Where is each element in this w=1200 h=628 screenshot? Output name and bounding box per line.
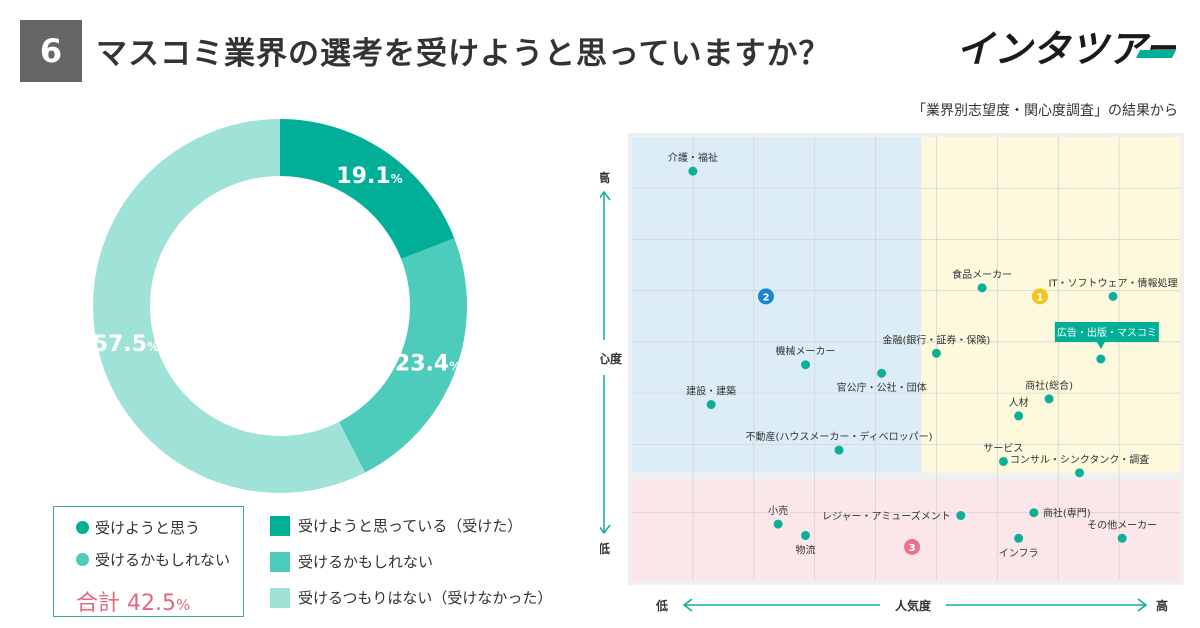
point-label: 機械メーカー xyxy=(776,345,836,358)
x-axis-low-label: 低 xyxy=(655,598,668,613)
region-badge-number: 2 xyxy=(762,292,769,303)
legend-item-will-not-apply: 受けるつもりはない（受けなかった） xyxy=(270,587,552,608)
point-label: 金融(銀行・証券・保険) xyxy=(883,333,991,346)
scatter-point xyxy=(1096,354,1106,364)
legend-item-may-apply: 受けるかもしれない xyxy=(270,551,433,572)
scatter-point xyxy=(931,348,941,358)
logo-accent-bar xyxy=(1136,50,1176,58)
source-note: 「業界別志望度・関心度調査」の結果から xyxy=(912,103,1178,119)
region-yellow xyxy=(921,137,1180,473)
point-label: サービス xyxy=(983,442,1023,454)
donut-slice xyxy=(93,119,365,493)
x-axis-high-label: 高 xyxy=(1156,598,1168,613)
scatter-point xyxy=(801,360,811,370)
donut-data-label: 57.5% xyxy=(93,332,159,357)
point-label: 介護・福祉 xyxy=(668,151,718,164)
legend-label: 受けるつもりはない（受けなかった） xyxy=(298,589,553,607)
scatter-point xyxy=(1117,533,1127,543)
x-axis-arrowhead-right xyxy=(1137,598,1148,612)
legend-swatch xyxy=(270,551,290,572)
region-badge-1 xyxy=(1031,288,1048,305)
y-axis-title: 関心度 xyxy=(600,351,623,366)
region-pink xyxy=(632,481,1180,581)
summary-box: 受けようと思う 受けるかもしれない 合計 42.5% xyxy=(53,506,244,617)
y-axis-arrowhead-down xyxy=(600,524,611,535)
region-badge-3 xyxy=(904,538,921,555)
region-badge-2 xyxy=(757,288,774,305)
point-label: 物流 xyxy=(796,543,816,556)
point-label: 官公庁・公社・団体 xyxy=(837,381,927,394)
point-label: 商社(専門) xyxy=(1043,507,1091,520)
y-axis-high-label: 高 xyxy=(600,170,610,185)
point-label: 人材 xyxy=(1009,396,1029,409)
legend-swatch xyxy=(270,515,290,536)
scatter-point xyxy=(998,456,1008,466)
point-label: 建設・建築 xyxy=(686,385,736,398)
point-label: 食品メーカー xyxy=(952,268,1012,281)
summary-total-unit: % xyxy=(176,596,191,614)
scatter-point xyxy=(1044,394,1054,404)
summary-item-may-apply: 受けるかもしれない xyxy=(76,549,230,570)
point-label: 不動産(ハウスメーカー・ディベロッパー) xyxy=(745,430,932,443)
donut-slice xyxy=(280,119,455,259)
legend-item-will-apply: 受けようと思っている（受けた） xyxy=(270,515,522,536)
point-label: IT・ソフトウェア・情報処理 xyxy=(1048,276,1177,289)
summary-item-label: 受けるかもしれない xyxy=(95,551,231,569)
scatter-point xyxy=(773,519,783,529)
scatter-point xyxy=(1014,533,1024,543)
point-label: 商社(総合) xyxy=(1025,379,1073,392)
point-label: その他メーカー xyxy=(1087,518,1157,531)
page-title: マスコミ業界の選考を受けようと思っていますか？ xyxy=(96,36,831,72)
donut-data-label: 23.4% xyxy=(395,351,461,376)
region-badge-number: 3 xyxy=(909,543,916,554)
inter-tour-logo: インタツアー xyxy=(956,27,1176,71)
summary-total-label: 合計 xyxy=(76,591,121,616)
scatter-point xyxy=(706,400,716,410)
scatter-point xyxy=(688,166,698,176)
point-label-highlight: 広告・出版・マスコミ xyxy=(1057,326,1157,339)
region-badge-number: 1 xyxy=(1036,292,1043,303)
summary-item-will-apply: 受けようと思う xyxy=(76,517,200,538)
donut-chart: 19.1% 23.4% 57.5% xyxy=(93,119,467,493)
region-blue xyxy=(632,137,922,473)
point-label: インフラ xyxy=(999,547,1039,559)
y-axis-arrowhead-up xyxy=(600,190,611,201)
summary-total: 合計 42.5% xyxy=(76,585,190,617)
dark-teal-dot-icon xyxy=(76,521,89,534)
scatter-point xyxy=(1108,291,1118,301)
highlight-label-box xyxy=(1054,322,1159,342)
point-label: レジャー・アミューズメント xyxy=(822,510,951,523)
mid-teal-dot-icon xyxy=(76,553,89,566)
legend-label: 受けようと思っている（受けた） xyxy=(298,517,523,535)
scatter-point xyxy=(1075,468,1085,478)
logo-text: インタツアー xyxy=(956,27,1176,71)
y-axis-low-label: 低 xyxy=(600,541,610,556)
scatter-point xyxy=(877,368,887,378)
summary-total-value: 42.5 xyxy=(127,591,176,616)
scatter-point xyxy=(956,511,966,521)
x-axis-arrowhead-left xyxy=(682,598,693,612)
scatter-point xyxy=(1014,411,1024,421)
industry-positioning-map: 高関心度低低人気度高 123 介護・福祉食品メーカーIT・ソフトウェア・情報処理… xyxy=(600,133,1184,613)
scatter-point xyxy=(801,530,811,540)
scatter-point xyxy=(834,445,844,455)
x-axis-title: 人気度 xyxy=(895,598,932,613)
scatter-point xyxy=(977,283,987,293)
legend-label: 受けるかもしれない xyxy=(298,553,434,571)
highlight-label-pointer xyxy=(1096,342,1105,349)
scatter-point xyxy=(1029,508,1039,518)
donut-data-label: 19.1% xyxy=(336,164,402,189)
question-number-badge: 6 xyxy=(20,20,82,82)
summary-item-label: 受けようと思う xyxy=(95,519,201,537)
point-label: 小売 xyxy=(768,504,788,517)
donut-slice xyxy=(339,238,467,473)
legend-swatch xyxy=(270,587,290,608)
point-label: コンサル・シンクタンク・調査 xyxy=(1010,453,1149,466)
